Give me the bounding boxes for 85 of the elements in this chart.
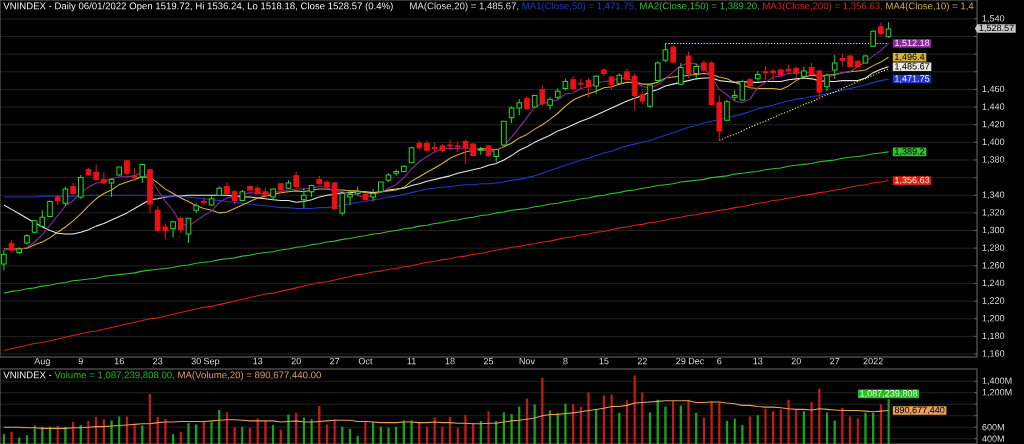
candlestick	[593, 74, 600, 95]
data-label: 1,356.63	[895, 176, 930, 185]
x-tick-label: 18	[445, 357, 455, 365]
candlestick	[447, 139, 453, 151]
candlestick	[670, 44, 676, 65]
candlestick	[370, 188, 376, 202]
text: MA(Close,20) = 1,485.67,	[410, 2, 519, 12]
y-tick-label: 1,440	[982, 103, 1005, 111]
x-tick-label: 8	[563, 357, 568, 365]
x-tick-label: 9	[78, 357, 83, 365]
candlestick	[770, 68, 776, 82]
x-tick-label: Nov	[519, 357, 536, 365]
candlestick	[347, 190, 353, 206]
candlestick	[185, 217, 192, 244]
y-tick-label: 1,320	[982, 209, 1005, 217]
x-tick-label: 25	[483, 357, 494, 365]
y-tick-label: 600M	[982, 424, 1004, 431]
candlestick	[301, 187, 307, 209]
y-tick-label: 1,200M	[982, 388, 1012, 397]
x-tick-label: 29	[676, 357, 686, 365]
data-label: 1,496.4	[895, 53, 925, 62]
x-tick-label: 11	[407, 357, 416, 365]
data-label: 1,485.67	[895, 63, 930, 71]
x-tick-label: 6	[717, 357, 722, 365]
y-tick-label: 1,420	[982, 120, 1005, 129]
y-tick-label: 1,380	[982, 156, 1005, 164]
candlestick	[139, 163, 146, 184]
data-label: 1,389.2	[895, 148, 925, 156]
data-label: 1,471.75	[895, 75, 930, 83]
text: MA2(Close,150) = 1,389.20,	[640, 2, 759, 12]
y-tick-label: 1,260	[982, 262, 1005, 270]
y-tick-label: 1,340	[982, 191, 1005, 200]
y-tick-label: 1,460	[982, 85, 1005, 94]
x-tick-label: 30	[191, 357, 201, 365]
x-tick-label: 2022	[863, 357, 883, 365]
candlestick	[539, 84, 546, 107]
text: MA(Volume,20) = 890,677,440.00	[178, 371, 321, 381]
y-tick-label: 1,280	[982, 244, 1005, 252]
x-tick-label: 22	[637, 357, 647, 365]
x-tick-label: 27	[330, 357, 340, 365]
candlestick	[339, 191, 346, 217]
candlestick	[62, 185, 69, 207]
candlestick	[585, 77, 592, 98]
candlestick	[685, 51, 692, 79]
data-label: 1,087,239,808	[860, 390, 918, 398]
x-tick-label: 13	[253, 357, 263, 365]
y-tick-label: 1,240	[982, 279, 1005, 288]
data-label: 890,677,440	[894, 406, 945, 415]
chart-title: VNINDEX - Daily 06/01/2022 Open 1519.72, Hi 1536.24, Lo 1518.18, Close 1528.57 (0.4%)	[3, 2, 393, 12]
x-tick-label: 27	[830, 357, 840, 365]
text: MA4(Close,10) = 1,4	[886, 2, 974, 12]
x-tick-label: 15	[599, 357, 609, 365]
candlestick	[201, 196, 207, 207]
x-tick-label: Oct	[358, 357, 373, 365]
x-tick-label: Sep	[203, 357, 220, 367]
text: MA1(Close,50) = 1,471.75,	[522, 2, 636, 12]
y-tick-label: 1,160	[982, 350, 1005, 358]
x-tick-label: 16	[114, 357, 124, 365]
y-tick-label: 1,220	[982, 297, 1005, 305]
candlestick	[101, 171, 107, 185]
y-tick-label: 1,400	[982, 138, 1005, 147]
x-tick-label: 20	[291, 357, 301, 365]
y-tick-label: 1,200	[982, 314, 1005, 323]
data-label: 1,512.18	[895, 39, 930, 48]
x-tick-label: 20	[791, 357, 801, 365]
candlestick	[662, 43, 669, 63]
text: Volume = 1,087,239,808.00,	[54, 371, 174, 380]
chart-title: VNINDEX -	[3, 371, 52, 379]
line-series	[3, 180, 890, 352]
candlestick	[501, 120, 507, 147]
y-tick-label: 1,300	[982, 226, 1005, 235]
y-tick-label: 400M	[982, 435, 1004, 442]
candlestick	[77, 174, 84, 200]
x-tick-label: 13	[753, 357, 763, 365]
y-tick-label: 1,540	[982, 15, 1005, 23]
candlestick	[647, 82, 653, 109]
x-tick-label: 23	[153, 357, 163, 365]
text: MA3(Close,200) = 1,356.63,	[763, 2, 882, 12]
candlestick	[831, 54, 838, 80]
y-tick-label: 1,180	[982, 332, 1005, 341]
candlestick	[170, 220, 176, 239]
x-tick-label: Aug	[34, 357, 50, 367]
x-tick-label: Dec	[688, 357, 705, 365]
text: 1,528.57	[979, 24, 1014, 33]
y-tick-label: 1,400M	[982, 377, 1012, 385]
